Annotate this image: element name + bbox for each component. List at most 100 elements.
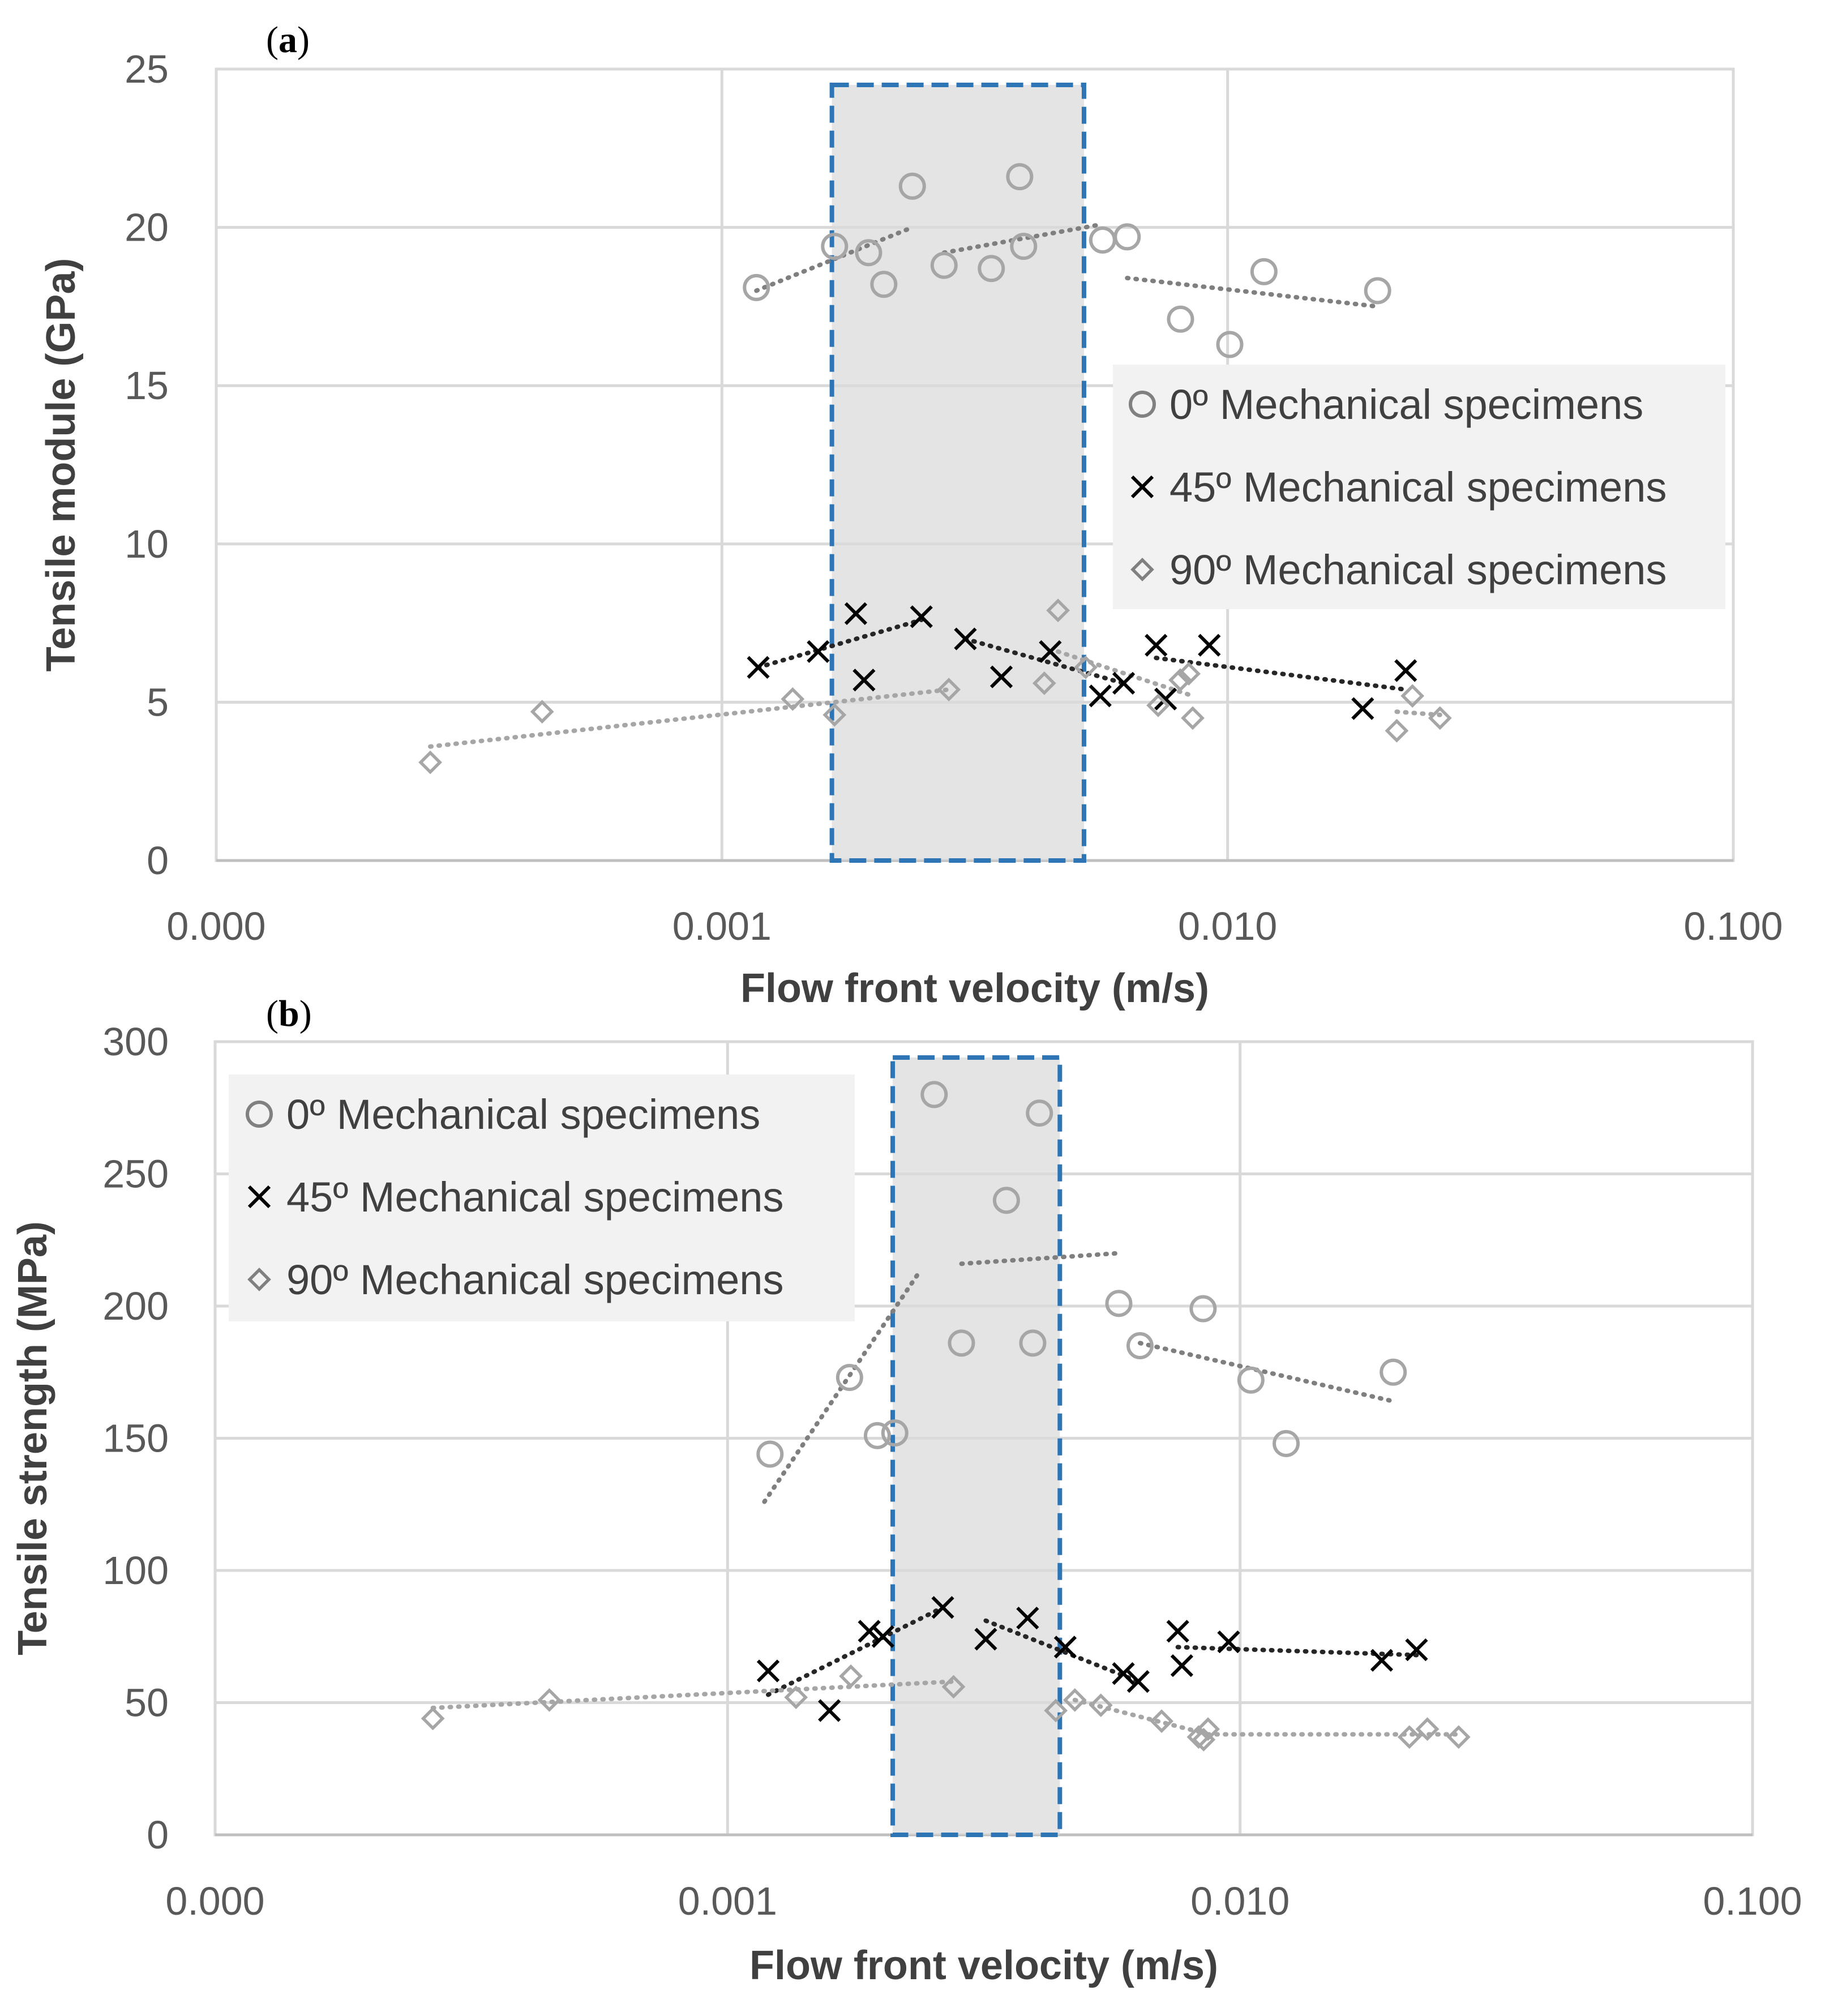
data-point-x	[989, 665, 1013, 688]
data-point-diamond	[1400, 684, 1425, 708]
data-point-diamond	[1177, 662, 1201, 686]
x-stroke	[1170, 1654, 1194, 1677]
chart-panel-b: 0 50 100 150 200 250 300 0.000 0.001 0.010 0.100 0º…	[10, 993, 1802, 1988]
x-stroke	[1166, 1620, 1189, 1643]
x-stroke	[1016, 1606, 1039, 1630]
data-point-x	[931, 1596, 954, 1619]
data-point-circle	[978, 255, 1005, 283]
data-point-circle	[1273, 1429, 1300, 1457]
data-point-x	[871, 1625, 894, 1648]
highlight-region-box	[890, 1055, 1063, 1837]
data-point-circle	[948, 1329, 975, 1357]
legend-marker-diamond	[247, 1268, 271, 1291]
chart-panel-a: 0 5 10 15 20 25 0.000 0.001 0.010 0.100 0º Mechani…	[38, 19, 1783, 1011]
panel-label-letter: a	[279, 19, 297, 61]
data-point-diamond	[937, 678, 961, 701]
data-point-circle	[1250, 258, 1278, 285]
x-tick-label: 0.100	[1703, 1879, 1802, 1923]
data-point-diamond	[1032, 671, 1056, 695]
data-point-circle	[1113, 223, 1141, 251]
data-point-circle	[1026, 1099, 1053, 1127]
data-point-x	[1351, 697, 1374, 720]
legend: 0º Mechanical specimens 45º Mechanical sp…	[229, 1075, 855, 1321]
data-point-circle	[920, 1081, 948, 1108]
data-point-x	[1405, 1638, 1428, 1662]
legend-entry-label: 90º Mechanical specimens	[1169, 546, 1667, 593]
trendline-45-mechanical-specimens	[1154, 656, 1408, 692]
data-point-circle	[1216, 331, 1244, 358]
y-tick-label: 20	[125, 206, 169, 250]
legend-background	[229, 1075, 855, 1321]
data-point-circle	[821, 233, 849, 260]
data-point-circle	[1089, 226, 1116, 254]
legend-marker-x	[247, 1185, 271, 1209]
legend-background	[1113, 365, 1725, 609]
series-0-mechanical-specimens	[756, 1081, 1407, 1468]
legend-marker-circle	[1129, 391, 1156, 418]
y-tick-label: 150	[102, 1416, 169, 1461]
data-point-circle	[756, 1440, 784, 1468]
x-tick-label: 0.010	[1190, 1879, 1290, 1923]
data-point-x	[756, 1659, 780, 1683]
trendline-0-mechanical-specimens	[959, 1251, 1121, 1266]
data-point-circle	[1105, 1290, 1133, 1317]
x-stroke	[1145, 634, 1168, 657]
x-stroke	[1217, 1630, 1240, 1654]
data-point-x	[852, 669, 876, 692]
data-point-circle	[743, 273, 770, 301]
y-axis-title: Tensile module (GPa)	[38, 258, 84, 672]
trendline-90-mechanical-specimens	[430, 1679, 956, 1710]
x-stroke	[1053, 1636, 1077, 1659]
data-point-x	[1145, 634, 1168, 657]
x-stroke	[858, 1620, 881, 1643]
data-point-diamond	[784, 1685, 808, 1710]
x-tick-label: 0.001	[672, 904, 772, 948]
y-axis-title: Tensile strength (MPa)	[10, 1221, 55, 1655]
data-point-x	[1166, 1620, 1189, 1643]
x-stroke	[247, 1185, 271, 1209]
data-point-x	[1126, 1670, 1150, 1693]
trendline-45-mechanical-specimens	[766, 1605, 945, 1697]
data-point-circle	[855, 239, 882, 267]
data-point-x	[1112, 671, 1136, 695]
x-stroke	[989, 665, 1013, 688]
data-point-circle	[1167, 305, 1194, 333]
data-point-diamond	[1397, 1725, 1421, 1749]
data-point-diamond	[1446, 1725, 1471, 1749]
x-stroke	[1351, 697, 1374, 720]
trendline-45-mechanical-specimens	[756, 618, 924, 670]
y-tick-label: 15	[125, 363, 169, 408]
x-stroke	[910, 605, 933, 628]
data-point-diamond	[781, 687, 805, 711]
y-tick-label: 100	[102, 1548, 169, 1593]
trendline-45-mechanical-specimens	[1175, 1645, 1419, 1658]
x-stroke	[852, 669, 876, 692]
data-point-diamond	[1089, 1693, 1113, 1718]
y-tick-label: 25	[125, 47, 169, 91]
data-point-circle	[1006, 163, 1034, 191]
y-tick-label: 10	[125, 522, 169, 566]
x-stroke	[807, 640, 830, 664]
data-point-x	[1053, 1636, 1077, 1659]
legend-marker-circle	[246, 1101, 273, 1128]
series-90-mechanical-specimens	[418, 598, 1452, 774]
data-point-x	[1198, 634, 1221, 657]
series-0-mechanical-specimens	[743, 163, 1391, 358]
data-point-x	[954, 627, 977, 650]
data-point-diamond	[1044, 1698, 1068, 1723]
trendline-90-mechanical-specimens	[428, 687, 952, 749]
x-stroke	[818, 1699, 841, 1722]
data-point-circle	[1126, 1332, 1154, 1360]
data-point-circle	[881, 1419, 909, 1447]
data-point-diamond	[1415, 1717, 1440, 1741]
data-point-x	[1112, 1662, 1135, 1685]
y-tick-label: 5	[147, 680, 169, 724]
data-point-diamond	[537, 1688, 562, 1712]
data-point-x	[1394, 659, 1417, 682]
x-axis-title: Flow front velocity (m/s)	[749, 1943, 1218, 1988]
data-point-x	[1016, 1606, 1039, 1630]
data-point-circle	[1364, 277, 1391, 305]
data-point-x	[818, 1699, 841, 1722]
data-point-x	[974, 1628, 997, 1651]
legend-marker-x	[1130, 475, 1154, 499]
